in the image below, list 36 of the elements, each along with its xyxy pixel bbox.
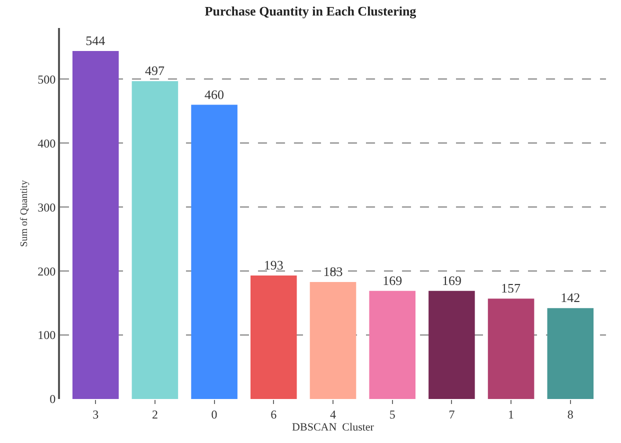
data-label: 193 [264, 258, 284, 273]
data-label: 460 [204, 86, 224, 102]
x-tick-label: 8 [567, 407, 574, 422]
chart-title: Purchase Quantity in Each Clustering [204, 4, 417, 19]
bar [488, 298, 534, 399]
y-axis-title: Sum of Quantity [19, 180, 30, 247]
y-tick-label: 500 [38, 72, 56, 86]
data-label: 142 [560, 290, 580, 306]
x-tick-label: 6 [270, 407, 277, 422]
data-label: 183 [323, 264, 343, 279]
bar [547, 308, 594, 399]
bar [428, 290, 475, 399]
y-tick-label: 400 [38, 136, 56, 150]
x-tick-label: 3 [92, 407, 99, 422]
x-tick-label: 1 [508, 407, 514, 422]
data-label: 544 [86, 33, 106, 48]
x-tick-label: 2 [152, 407, 158, 422]
data-label: 169 [382, 272, 402, 288]
y-tick-label: 200 [38, 264, 56, 278]
x-tick-label: 7 [448, 407, 455, 422]
x-tick-label: 4 [330, 407, 336, 422]
data-label: 157 [501, 280, 522, 296]
bar [250, 276, 297, 399]
y-tick-label: 100 [38, 328, 56, 342]
x-tick-label: 0 [211, 407, 218, 422]
bar [191, 104, 238, 399]
x-tick-label: 5 [389, 407, 396, 422]
bar [369, 290, 416, 399]
x-axis-title: DBSCAN Cluster [292, 422, 374, 434]
data-label: 497 [144, 63, 165, 78]
bar [132, 81, 178, 399]
bar [310, 282, 356, 399]
y-tick-label: 300 [38, 200, 56, 214]
y-tick-label: 0 [50, 392, 56, 406]
data-label: 169 [442, 272, 462, 288]
bar [72, 51, 119, 399]
